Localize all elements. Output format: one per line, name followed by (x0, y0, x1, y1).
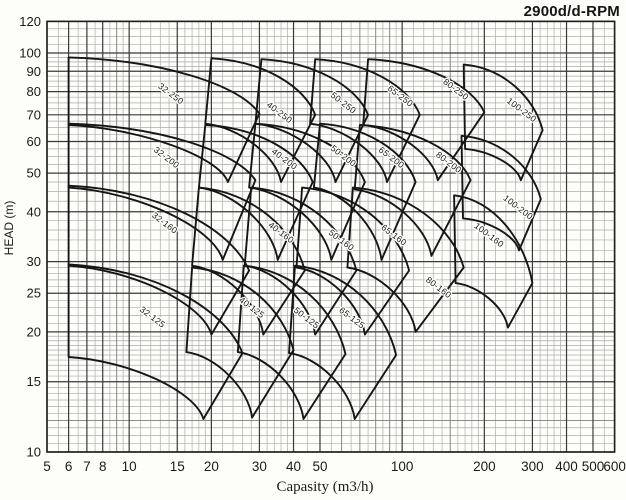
y-tick-label: 70 (27, 107, 41, 122)
x-tick-label: 7 (83, 459, 91, 474)
x-tick-label: 300 (521, 459, 544, 474)
pump-envelope-label-100-250: 100-250 (505, 96, 538, 125)
y-tick-label: 100 (19, 45, 41, 60)
pump-envelope-50-250 (254, 58, 370, 183)
x-tick-label: 8 (99, 459, 107, 474)
x-tick-label: 5 (43, 459, 51, 474)
x-tick-label: 40 (286, 459, 301, 474)
y-tick-label: 10 (27, 445, 41, 460)
x-tick-label: 15 (170, 459, 185, 474)
pump-envelope-32-200 (67, 122, 257, 261)
y-tick-label: 15 (27, 374, 41, 389)
pump-envelope-50-160 (243, 186, 358, 336)
pump-envelope-32-250 (67, 56, 261, 183)
pump-envelope-65-200 (312, 122, 417, 261)
x-tick-label: 50 (312, 459, 327, 474)
pump-envelope-label-32-125: 32-125 (138, 304, 167, 330)
pump-envelope-label-65-250: 65-250 (386, 83, 415, 109)
pump-envelope-50-200 (248, 122, 366, 261)
y-tick-label: 20 (27, 324, 41, 339)
pump-envelope-label-100-200: 100-200 (501, 193, 534, 222)
y-tick-label: 30 (27, 254, 41, 269)
pump-envelope-50-125 (236, 264, 347, 420)
pump-envelope-100-160 (453, 194, 534, 329)
x-tick-label: 100 (391, 459, 414, 474)
x-axis-label: Capasity (m3/h) (276, 479, 373, 495)
chart-title: 2900d/d-RPM (524, 3, 620, 20)
pump-envelope-65-160 (295, 186, 411, 336)
pump-envelope-40-250 (204, 57, 317, 183)
pump-envelope-80-250 (362, 58, 486, 182)
pump-envelope-label-65-160: 65-160 (379, 222, 408, 248)
grid-mid (47, 21, 615, 452)
pump-envelope-100-250 (462, 63, 544, 182)
x-tick-label: 600 (603, 459, 626, 474)
pump-envelope-label-32-160: 32-160 (150, 210, 179, 236)
y-tick-label: 60 (27, 134, 41, 149)
x-tick-label: 200 (473, 459, 496, 474)
y-axis-label: HEAD (m) (2, 201, 16, 256)
pump-envelope-80-160 (346, 186, 465, 333)
y-tick-label: 120 (19, 14, 41, 29)
pump-envelope-40-160 (191, 186, 306, 336)
y-tick-label: 90 (27, 64, 41, 79)
x-tick-label: 400 (555, 459, 578, 474)
pump-envelope-40-200 (197, 124, 314, 261)
pump-envelope-80-200 (353, 124, 472, 257)
x-tick-label: 30 (252, 459, 267, 474)
pump-envelope-40-125 (185, 266, 295, 419)
y-tick-label: 40 (27, 204, 41, 219)
x-tick-label: 500 (582, 459, 605, 474)
pump-envelope-65-125 (288, 264, 398, 420)
y-tick-label: 25 (27, 286, 41, 301)
plot-frame (46, 20, 616, 453)
pump-envelope-65-250 (309, 58, 421, 183)
x-tick-label: 6 (65, 459, 73, 474)
x-tick-label: 10 (122, 459, 137, 474)
pump-envelope-32-160 (67, 184, 251, 336)
pump-envelopes (67, 56, 544, 420)
pump-envelope-100-200 (460, 134, 542, 252)
y-tick-label: 80 (27, 84, 41, 99)
y-tick-label: 50 (27, 166, 41, 181)
x-tick-label: 20 (204, 459, 219, 474)
